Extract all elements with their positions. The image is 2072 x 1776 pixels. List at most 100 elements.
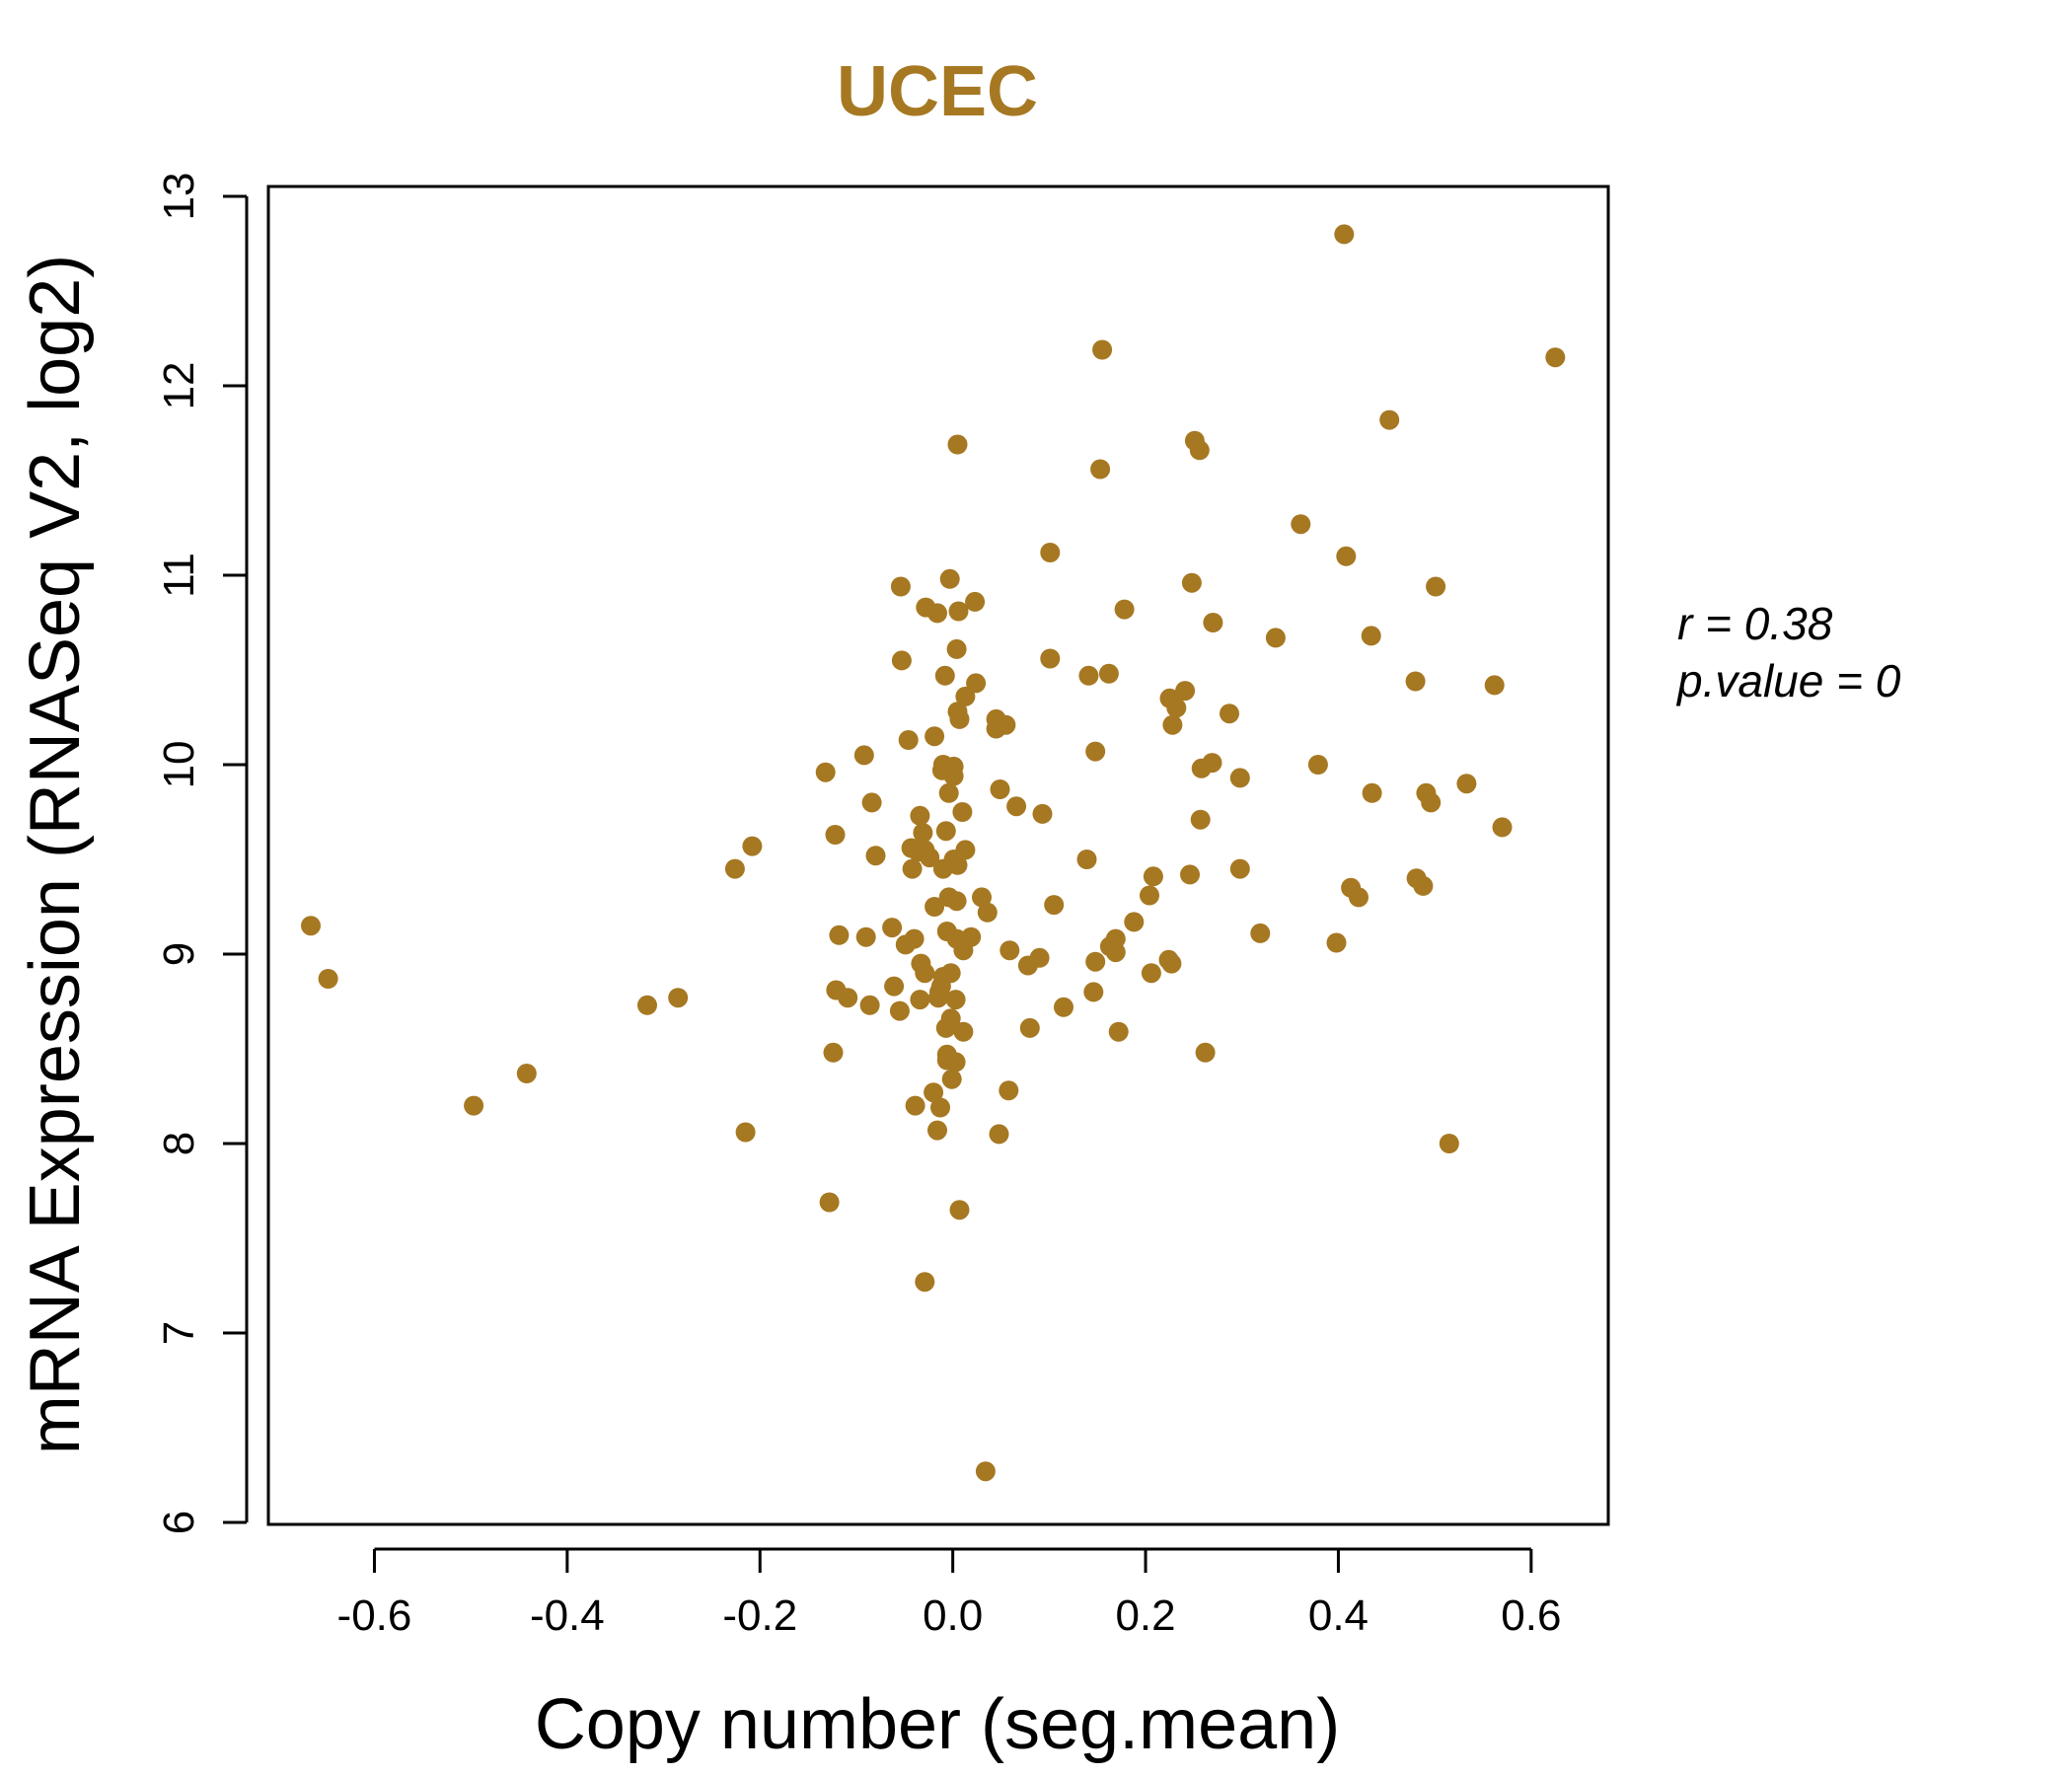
data-point [943, 766, 964, 786]
data-point [1044, 895, 1065, 916]
data-point [925, 897, 945, 917]
data-point [952, 802, 973, 822]
data-point [953, 1021, 974, 1042]
x-axis-title: Copy number (seg.mean) [535, 1685, 1340, 1764]
data-point [1307, 755, 1328, 775]
data-point [1456, 774, 1477, 794]
data-point [516, 1064, 537, 1083]
data-point [1076, 850, 1097, 869]
data-point [1181, 572, 1202, 593]
data-point [1162, 714, 1183, 735]
data-point [932, 858, 953, 879]
y-tick-label: 7 [155, 1321, 203, 1345]
data-point [939, 568, 960, 589]
data-point [884, 976, 905, 997]
data-point [938, 782, 959, 803]
correlation-r-label: r = 0.38 [1677, 598, 1833, 649]
data-point [1019, 1017, 1040, 1038]
data-point [1362, 782, 1382, 803]
data-point [1421, 792, 1442, 813]
data-point [927, 1120, 947, 1141]
data-point [865, 846, 886, 866]
data-point [1334, 224, 1355, 245]
data-point [829, 925, 850, 945]
data-point [861, 792, 882, 813]
data-point [930, 1097, 950, 1118]
data-point [949, 1200, 970, 1221]
data-point [1054, 997, 1073, 1017]
data-point [1108, 1021, 1129, 1042]
data-point [1161, 953, 1182, 974]
data-point [1191, 758, 1212, 778]
data-point [990, 779, 1010, 799]
data-point [902, 858, 923, 879]
data-point [1291, 514, 1311, 535]
data-point [934, 665, 955, 686]
data-point [1220, 703, 1239, 724]
data-point [318, 969, 338, 989]
data-point [949, 708, 970, 729]
data-point [853, 745, 874, 766]
data-point [1040, 543, 1061, 562]
data-point [955, 686, 976, 706]
data-points [301, 224, 1566, 1482]
data-point [1326, 932, 1347, 953]
data-point [920, 848, 940, 868]
data-point [815, 762, 836, 782]
data-point [1426, 576, 1446, 597]
data-point [668, 988, 689, 1008]
data-point [935, 1017, 956, 1038]
data-point [1124, 912, 1145, 932]
data-point [1083, 982, 1104, 1002]
data-point [838, 988, 858, 1008]
x-tick-label: 0.4 [1308, 1591, 1369, 1640]
data-point [1349, 887, 1369, 908]
data-point [1180, 864, 1200, 885]
data-point [1085, 951, 1106, 972]
p-value-label: p.value = 0 [1675, 655, 1901, 706]
y-tick-label: 9 [155, 942, 203, 966]
data-point [1413, 875, 1434, 896]
data-point [1545, 347, 1566, 368]
data-point [1379, 409, 1400, 430]
data-point [1006, 796, 1027, 817]
data-point [1190, 809, 1211, 830]
data-point [1336, 546, 1357, 566]
data-point [819, 1192, 840, 1213]
data-point [898, 730, 919, 750]
data-point [910, 990, 930, 1010]
data-point [1098, 663, 1119, 684]
data-point [986, 718, 1006, 739]
data-point [1085, 741, 1106, 762]
data-point [1405, 671, 1426, 692]
data-point [742, 836, 763, 856]
data-point [935, 821, 956, 842]
data-point [891, 650, 912, 671]
data-point [1141, 963, 1161, 984]
chart-title: UCEC [837, 52, 1038, 131]
data-point [1105, 942, 1126, 963]
data-point [989, 1124, 1009, 1145]
x-axis: -0.6 -0.4 -0.2 0.0 0.2 0.4 0.6 [337, 1547, 1561, 1640]
data-point [913, 823, 933, 844]
data-point [1032, 803, 1053, 824]
x-tick-label: -0.6 [337, 1591, 412, 1640]
data-point [889, 1000, 910, 1021]
data-point [895, 934, 916, 955]
data-point [1092, 339, 1113, 360]
y-tick-label: 11 [155, 553, 203, 598]
data-point [999, 940, 1020, 961]
data-point [915, 1272, 935, 1293]
data-point [1484, 675, 1505, 696]
data-point [945, 990, 966, 1010]
data-point [464, 1095, 484, 1116]
data-point [928, 988, 948, 1008]
data-point [1229, 858, 1250, 879]
data-point [925, 726, 945, 747]
data-point [1492, 817, 1513, 838]
data-point [882, 918, 903, 938]
data-point [945, 1052, 966, 1073]
data-point [924, 1082, 944, 1103]
data-point [1250, 923, 1271, 943]
